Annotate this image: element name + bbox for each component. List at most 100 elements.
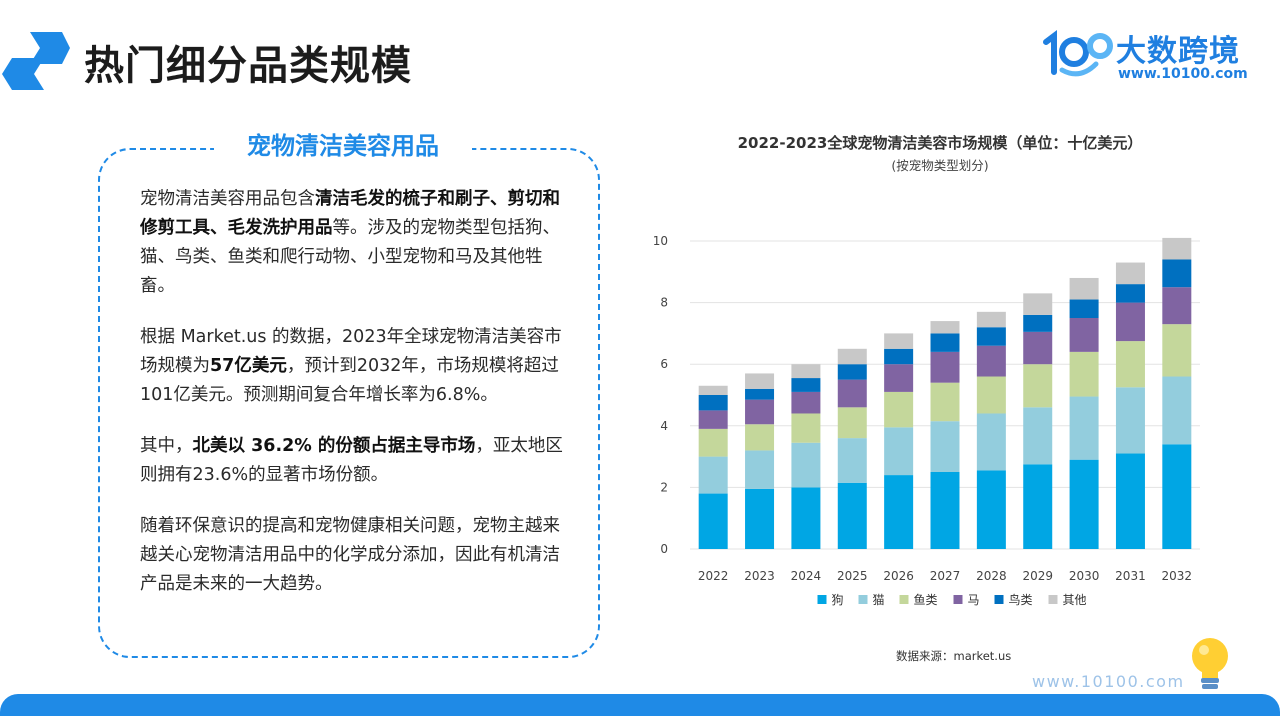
y-tick-label: 6 — [660, 357, 668, 371]
body-text: 宠物清洁美容用品包含 — [140, 189, 315, 209]
bar-segment-马 — [1162, 287, 1192, 325]
bar-segment-马 — [791, 391, 821, 414]
bar-segment-鸟类 — [1069, 299, 1099, 318]
bar-segment-马 — [976, 345, 1006, 377]
bar-segment-鸟类 — [1115, 284, 1145, 303]
bar-segment-猫 — [698, 456, 728, 494]
x-tick-label: 2028 — [976, 569, 1007, 583]
bar-segment-狗 — [837, 482, 867, 549]
y-tick-label: 2 — [660, 480, 668, 494]
bar-segment-马 — [1115, 302, 1145, 342]
bar-segment-狗 — [884, 475, 914, 549]
bar-segment-狗 — [930, 472, 960, 549]
bar-segment-马 — [1069, 318, 1099, 352]
body-text: ，亚太地区则拥有23.6%的显著市场份额。 — [140, 436, 563, 485]
y-tick-label: 8 — [660, 296, 668, 310]
legend-swatch-狗 — [817, 595, 827, 604]
footer-bar — [0, 694, 1280, 716]
legend-label: 鸟类 — [1009, 592, 1033, 607]
bar-segment-猫 — [837, 438, 867, 483]
bar-segment-鸟类 — [1023, 314, 1053, 332]
body-text: 根据 Market.us 的数据，2023年全球宠物清洁美容市场规模为 — [140, 327, 562, 376]
bar-segment-鱼类 — [1023, 364, 1053, 408]
y-tick-label: 10 — [653, 234, 668, 248]
bar-segment-狗 — [976, 470, 1006, 549]
bar-segment-其他 — [1162, 237, 1192, 260]
bar-segment-马 — [1023, 331, 1053, 365]
legend-label: 猫 — [873, 593, 885, 607]
chart-title: 2022-2023全球宠物清洁美容市场规模（单位：十亿美元） — [737, 134, 1143, 152]
bar-segment-鱼类 — [745, 424, 775, 451]
legend-label: 狗 — [832, 593, 844, 607]
bar-segment-鱼类 — [791, 413, 821, 443]
x-tick-label: 2032 — [1162, 569, 1193, 583]
bar-segment-鱼类 — [1069, 351, 1099, 397]
bar-segment-鱼类 — [698, 428, 728, 457]
bar-segment-狗 — [1069, 459, 1099, 549]
bar-segment-其他 — [698, 385, 728, 395]
footer-url[interactable]: www.10100.com — [1032, 672, 1185, 691]
y-tick-label: 0 — [660, 542, 668, 556]
x-tick-label: 2024 — [791, 569, 822, 583]
bar-segment-猫 — [930, 421, 960, 472]
bar-segment-鸟类 — [930, 333, 960, 352]
chart-source: 数据来源：market.us — [896, 649, 1012, 663]
stacked-bar-chart: 0 2 4 6 8 10 2022 2023 2024 2025 2026 2027 2028 2029 2… — [653, 234, 1200, 607]
highlight-text: 清洁毛发的梳子和刷子、剪切和修剪工具、毛发洗护用品 — [140, 189, 560, 238]
bar-segment-马 — [698, 410, 728, 429]
bar-segment-鱼类 — [976, 376, 1006, 414]
bar-segment-猫 — [976, 413, 1006, 471]
bar-segment-马 — [837, 379, 867, 408]
x-tick-label: 2031 — [1115, 569, 1146, 583]
lightbulb-icon — [1192, 638, 1228, 689]
body-text: 随着环保意识的提高和宠物健康相关问题，宠物主越来越关心宠物清洁用品中的化学成分添… — [140, 516, 560, 594]
bar-segment-其他 — [837, 348, 867, 365]
bar-segment-其他 — [745, 373, 775, 389]
x-tick-label: 2025 — [837, 569, 868, 583]
bar-segment-狗 — [1023, 464, 1053, 549]
bar-segment-鱼类 — [837, 407, 867, 439]
info-paragraph: 宠物清洁美容用品包含清洁毛发的梳子和刷子、剪切和修剪工具、毛发洗护用品等。涉及的… — [140, 185, 572, 301]
bar-segment-鸟类 — [976, 327, 1006, 346]
bar-segment-鸟类 — [698, 395, 728, 411]
bar-segment-猫 — [1023, 407, 1053, 465]
bar-segment-猫 — [1162, 376, 1192, 445]
bar-segment-鸟类 — [884, 348, 914, 365]
legend-swatch-马 — [953, 595, 963, 604]
bar-segment-猫 — [884, 427, 914, 476]
legend-label: 其他 — [1063, 593, 1087, 607]
bar-segment-其他 — [1069, 277, 1099, 300]
bar-segment-鱼类 — [1162, 324, 1192, 377]
highlight-text: 北美以 36.2% 的份额占据主导市场 — [192, 436, 476, 456]
y-tick-label: 4 — [660, 419, 668, 433]
legend-label: 马 — [968, 593, 980, 607]
bar-segment-鱼类 — [930, 382, 960, 422]
brand-url[interactable]: www.10100.com — [1118, 66, 1248, 82]
bar-segment-狗 — [1115, 453, 1145, 549]
x-tick-label: 2030 — [1069, 569, 1100, 583]
legend-swatch-猫 — [858, 595, 868, 604]
bar-segment-马 — [930, 351, 960, 383]
bar-segment-猫 — [791, 442, 821, 488]
page-title: 热门细分品类规模 — [84, 43, 412, 89]
x-tick-label: 2029 — [1022, 569, 1053, 583]
bar-segment-猫 — [1115, 387, 1145, 454]
bar-segment-马 — [884, 364, 914, 392]
brand-name: 大数跨境 — [1116, 34, 1240, 69]
legend-label: 鱼类 — [914, 593, 938, 607]
x-tick-label: 2026 — [883, 569, 914, 583]
bar-segment-鱼类 — [884, 391, 914, 428]
body-text: 等。涉及的宠物类型包括狗、猫、鸟类、鱼类和爬行动物、小型宠物和马及其他牲畜。 — [140, 218, 560, 296]
chart-subtitle: (按宠物类型划分) — [891, 158, 989, 173]
legend-swatch-鱼类 — [899, 595, 909, 604]
legend-swatch-其他 — [1048, 595, 1058, 604]
bar-segment-狗 — [698, 493, 728, 549]
bar-segment-狗 — [791, 487, 821, 549]
bar-segment-其他 — [791, 364, 821, 379]
body-text: ，预计到2032年，市场规模将超过101亿美元。预测期间复合年增长率为6.8%。 — [140, 356, 559, 405]
bar-segment-其他 — [884, 333, 914, 349]
info-box-text: 宠物清洁美容用品包含清洁毛发的梳子和刷子、剪切和修剪工具、毛发洗护用品等。涉及的… — [140, 185, 572, 621]
bar-segment-鸟类 — [791, 378, 821, 392]
bar-segment-狗 — [745, 488, 775, 549]
bar-segment-其他 — [930, 321, 960, 334]
